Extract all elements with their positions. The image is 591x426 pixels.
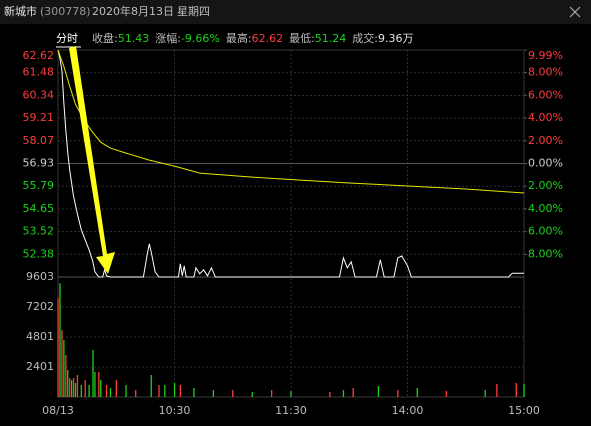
- volume-bar: [92, 350, 94, 397]
- quote-value: 51.43: [118, 32, 150, 45]
- volume-bar: [63, 340, 65, 397]
- price-line: [57, 49, 524, 278]
- volume-bar: [329, 392, 331, 397]
- volume-bar: [135, 390, 137, 397]
- volume-bar: [496, 384, 498, 397]
- volume-bar: [352, 388, 354, 397]
- volume-bar: [377, 386, 380, 397]
- x-tick-label: 11:30: [275, 404, 307, 417]
- tab-label[interactable]: 分时: [56, 32, 78, 45]
- quote-bar: 收盘: 51.43 涨幅: -9.66% 最高: 62.62 最低: 51.24 成交: 9.36…: [92, 31, 414, 45]
- quote-label: 最低:: [289, 32, 315, 45]
- y-tick-label: 61.48: [23, 66, 55, 79]
- volume-bar: [173, 383, 176, 397]
- volume-bar: [69, 378, 71, 397]
- volume-bar: [515, 383, 517, 397]
- volume-bar: [59, 283, 61, 397]
- volume-bar: [416, 388, 418, 397]
- y-tick-label: 56.93: [23, 157, 55, 170]
- y-tick-label: 58.07: [23, 134, 55, 147]
- volume-bar: [164, 385, 166, 397]
- quote-value: 62.62: [252, 32, 284, 45]
- y-tick-label: 62.62: [23, 49, 55, 62]
- weekday: 星期四: [177, 5, 210, 18]
- volume-bar: [179, 385, 182, 397]
- volume-bar: [125, 385, 127, 397]
- volume-bar: [523, 384, 525, 397]
- volume-bar: [115, 380, 117, 397]
- volume-bar: [74, 383, 77, 397]
- volume-bar: [290, 391, 292, 397]
- x-tick-label: 10:30: [159, 404, 191, 417]
- price-line: [57, 49, 525, 194]
- y-tick-label: 2401: [26, 360, 54, 373]
- title-bar: [0, 0, 591, 24]
- y-tick-label: 52.38: [23, 247, 55, 260]
- y-tick-label: 4801: [26, 330, 54, 343]
- volume-bar: [193, 388, 195, 397]
- y-tick-label: 54.65: [23, 202, 55, 215]
- volume-bar: [65, 355, 67, 397]
- volume-bar: [67, 370, 69, 397]
- y2-tick-label: 2.00%: [528, 134, 563, 147]
- x-tick-label: 15:00: [508, 404, 540, 417]
- y2-tick-label: 6.00%: [528, 88, 563, 101]
- stock-name: 新城市: [4, 4, 37, 18]
- volume-bar: [80, 385, 82, 397]
- volume-bar: [342, 390, 345, 397]
- y2-tick-label: 6.00%: [528, 225, 563, 238]
- y-tick-label: 9603: [26, 270, 54, 283]
- quote-value: 51.24: [315, 32, 347, 45]
- y-tick-label: 59.21: [23, 111, 55, 124]
- y2-tick-label: 9.99%: [528, 49, 563, 62]
- volume-bar: [150, 375, 152, 397]
- arrow-annotation: [69, 46, 115, 274]
- y2-tick-label: 8.00%: [528, 247, 563, 260]
- volume-bar: [109, 388, 112, 397]
- y2-tick-label: 4.00%: [528, 111, 563, 124]
- volume-bar: [251, 392, 253, 397]
- volume-bar: [88, 385, 90, 397]
- y2-tick-label: 8.00%: [528, 66, 563, 79]
- y2-tick-label: 2.00%: [528, 179, 563, 192]
- volume-bar: [397, 390, 399, 397]
- volume-bar: [270, 390, 273, 397]
- volume-bar: [105, 385, 108, 397]
- volume-bar: [484, 390, 486, 397]
- y2-tick-label: 4.00%: [528, 202, 563, 215]
- quote-label: 涨幅:: [155, 32, 181, 45]
- volume-bar: [57, 298, 59, 397]
- plot-area: 08/13 10:30 11:30 14:00 15:00 62.62 61.48 60.34…: [23, 49, 563, 417]
- volume-bar: [158, 385, 160, 397]
- y2-tick-label: 0.00%: [528, 157, 563, 170]
- quote-value: -9.66%: [181, 32, 220, 45]
- quote-label: 收盘:: [92, 31, 118, 45]
- volume-bar: [100, 380, 102, 397]
- volume-bar: [98, 372, 100, 397]
- volume-bar: [61, 330, 63, 397]
- volume-bar: [84, 380, 86, 397]
- x-tick-label: 14:00: [392, 404, 424, 417]
- volume-bar: [445, 391, 448, 397]
- y-tick-label: 53.52: [23, 225, 55, 238]
- close-button[interactable]: [569, 6, 581, 18]
- quote-value: 9.36万: [378, 32, 414, 45]
- volume-bar: [76, 375, 79, 397]
- x-tick-label: 08/13: [42, 404, 74, 417]
- volume-bar: [232, 390, 234, 397]
- quote-label: 成交:: [352, 31, 378, 45]
- y-tick-label: 55.79: [23, 179, 55, 192]
- y-tick-label: 7202: [26, 300, 54, 313]
- volume-bar: [70, 380, 73, 397]
- volume-bar: [212, 390, 215, 397]
- volume-bar: [72, 378, 75, 397]
- quote-label: 最高:: [226, 31, 252, 45]
- stock-code: (300778): [40, 5, 91, 18]
- date: 2020年8月13日: [92, 4, 174, 18]
- y-tick-label: 60.34: [23, 88, 55, 101]
- volume-bar: [94, 372, 96, 397]
